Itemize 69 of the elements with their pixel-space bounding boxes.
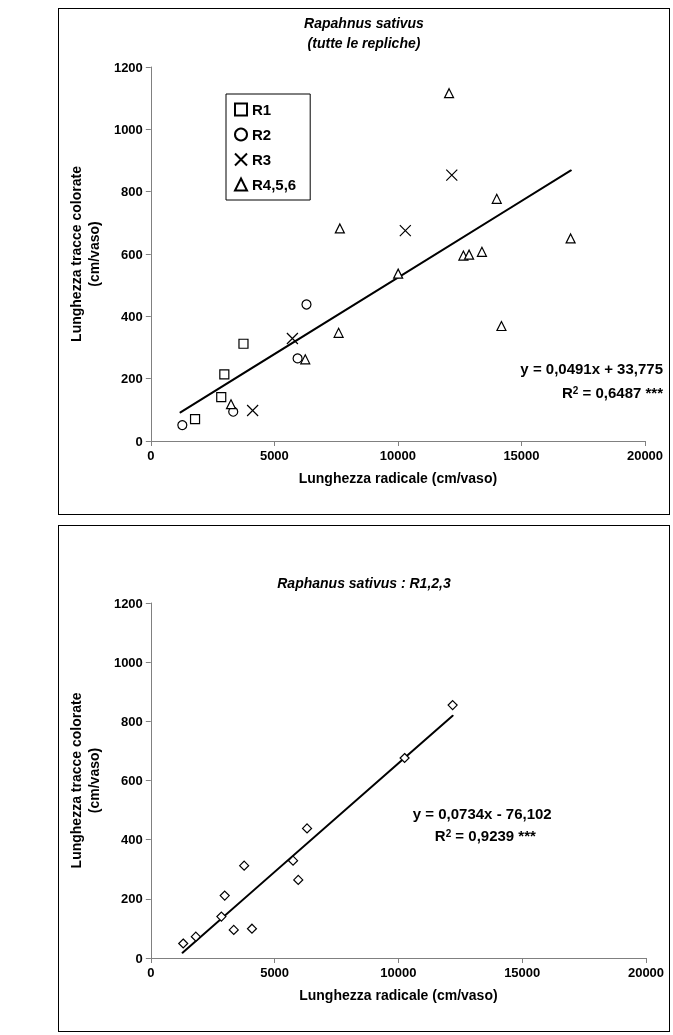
point bbox=[216, 911, 227, 922]
point bbox=[565, 233, 576, 244]
point bbox=[292, 353, 303, 364]
y-tick-label: 0 bbox=[135, 950, 143, 966]
point bbox=[496, 320, 507, 332]
y-tick-label: 400 bbox=[121, 308, 143, 324]
x-tick-label: 15000 bbox=[503, 448, 540, 463]
x-axis-title: Lunghezza radicale (cm/vaso) bbox=[298, 470, 498, 486]
y-tick-label: 200 bbox=[121, 371, 143, 387]
point bbox=[476, 246, 488, 257]
point bbox=[178, 938, 189, 949]
y-tick-label: 0 bbox=[135, 433, 143, 449]
y-tick-label: 800 bbox=[121, 184, 143, 200]
point bbox=[443, 88, 455, 99]
legend-label: R3 bbox=[252, 151, 272, 168]
x-tick-label: 5000 bbox=[259, 448, 289, 463]
point bbox=[301, 299, 312, 310]
point bbox=[445, 169, 458, 182]
point bbox=[189, 414, 201, 425]
point bbox=[246, 923, 258, 934]
chart-subtitle: (tutte le repliche) bbox=[307, 35, 421, 51]
legend-label: R2 bbox=[252, 126, 272, 143]
annotation: y = 0,0491x + 33,775 bbox=[520, 360, 664, 377]
x-tick-label: 10000 bbox=[379, 448, 416, 463]
y-tick-label: 400 bbox=[121, 832, 143, 848]
y-tick-label: 1000 bbox=[113, 654, 143, 670]
y-axis-title: Lunghezza tracce colorate (cm/vaso) bbox=[68, 165, 102, 342]
annotation: y = 0,0734x - 76,102 bbox=[412, 805, 552, 822]
y-tick-label: 600 bbox=[121, 773, 143, 788]
point bbox=[219, 890, 230, 901]
point bbox=[301, 823, 313, 834]
x-tick-label: 20000 bbox=[627, 965, 665, 980]
y-axis-title: Lunghezza tracce colorate (cm/vaso) bbox=[68, 692, 102, 869]
y-tick-label: 1200 bbox=[113, 59, 143, 75]
point bbox=[447, 699, 458, 711]
x-axis-title: Lunghezza radicale (cm/vaso) bbox=[299, 987, 498, 1003]
point bbox=[333, 327, 344, 338]
x-tick-label: 10000 bbox=[380, 965, 417, 980]
legend-label: R4,5,6 bbox=[252, 176, 297, 193]
point bbox=[399, 224, 412, 237]
y-tick-label: 1000 bbox=[113, 121, 143, 137]
legend-label: R1 bbox=[252, 101, 272, 118]
point bbox=[219, 369, 230, 380]
x-tick-label: 5000 bbox=[260, 965, 290, 980]
point bbox=[300, 354, 311, 365]
x-tick-label: 15000 bbox=[504, 965, 541, 980]
point bbox=[334, 223, 345, 234]
chart-title: Rapahnus sativus bbox=[304, 15, 425, 31]
x-tick-label: 20000 bbox=[626, 448, 664, 463]
y-tick-label: 1200 bbox=[113, 595, 143, 611]
point bbox=[239, 860, 250, 871]
point bbox=[225, 399, 237, 410]
point bbox=[463, 249, 475, 260]
y-tick-label: 200 bbox=[121, 891, 143, 907]
point bbox=[228, 924, 239, 935]
x-tick-label: 0 bbox=[147, 965, 155, 980]
point bbox=[238, 338, 249, 349]
x-tick-label: 0 bbox=[147, 448, 155, 463]
point bbox=[491, 193, 502, 204]
y-tick-label: 800 bbox=[121, 713, 143, 729]
point bbox=[399, 752, 410, 764]
point bbox=[246, 404, 259, 417]
chart-title: Raphanus sativus : R1,2,3 bbox=[277, 575, 451, 591]
point bbox=[293, 874, 304, 885]
point bbox=[393, 268, 404, 279]
point bbox=[216, 391, 227, 403]
y-tick-label: 600 bbox=[121, 246, 143, 262]
point bbox=[177, 420, 188, 431]
point bbox=[286, 332, 299, 345]
